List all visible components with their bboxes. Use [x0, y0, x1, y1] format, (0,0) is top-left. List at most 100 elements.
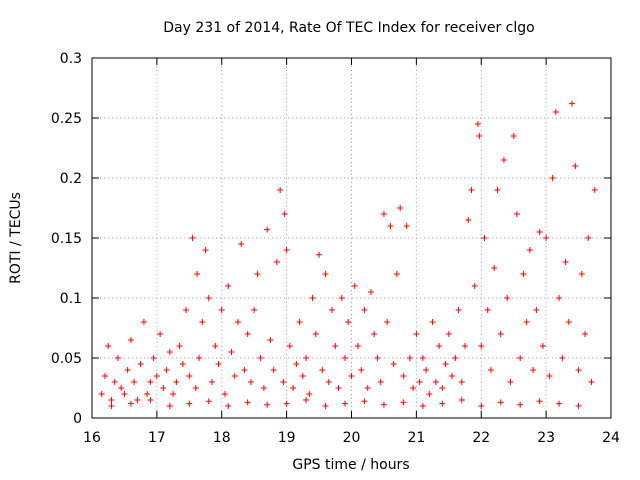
- y-axis-label: ROTI / TECUs: [8, 192, 24, 284]
- roti-point: [202, 247, 209, 253]
- roti-point: [218, 307, 225, 313]
- roti-point: [358, 367, 365, 373]
- roti-point: [114, 355, 121, 361]
- roti-point: [160, 385, 167, 391]
- roti-point: [264, 226, 271, 233]
- roti-point: [556, 400, 563, 407]
- roti-point: [332, 343, 339, 349]
- roti-point: [238, 241, 245, 247]
- roti-point: [189, 235, 196, 241]
- roti-point: [186, 400, 193, 407]
- roti-point: [244, 331, 251, 337]
- roti-point: [205, 295, 212, 301]
- roti-point: [215, 361, 222, 367]
- roti-point: [192, 385, 199, 391]
- y-tick-label: 0.2: [60, 171, 82, 187]
- roti-point: [478, 403, 485, 409]
- roti-point: [572, 163, 579, 169]
- roti-point: [481, 235, 488, 241]
- roti-point: [179, 361, 186, 367]
- roti-point: [234, 319, 241, 325]
- roti-point: [539, 343, 546, 349]
- x-tick-label: 17: [148, 430, 166, 446]
- roti-point: [267, 337, 274, 343]
- x-tick-label: 21: [407, 430, 425, 446]
- roti-point: [283, 400, 290, 407]
- roti-point: [419, 403, 426, 409]
- roti-point: [101, 373, 108, 379]
- roti-point: [153, 373, 160, 379]
- roti-point: [582, 331, 589, 337]
- roti-point: [173, 379, 180, 385]
- roti-point: [147, 379, 154, 385]
- roti-point: [526, 247, 533, 253]
- roti-point: [517, 355, 524, 361]
- roti-point: [406, 355, 413, 361]
- y-axis-tick-labels: 0 0.05 0.1 0.15 0.2 0.25 0.3: [51, 51, 82, 427]
- roti-point: [157, 331, 164, 337]
- roti-point: [312, 331, 319, 337]
- roti-point: [364, 385, 371, 391]
- y-tick-label: 0.3: [60, 51, 82, 67]
- roti-point: [513, 211, 520, 217]
- roti-point: [497, 399, 504, 406]
- roti-point: [338, 295, 345, 301]
- roti-point: [134, 397, 141, 403]
- roti-point: [176, 343, 183, 349]
- roti-point: [487, 367, 494, 373]
- roti-point: [569, 100, 576, 107]
- roti-point: [410, 385, 417, 391]
- roti-point: [380, 401, 387, 408]
- roti-point: [277, 187, 284, 193]
- roti-point: [390, 361, 397, 367]
- roti-point: [403, 223, 410, 229]
- roti-point: [552, 109, 559, 115]
- roti-point: [565, 319, 572, 325]
- roti-point: [348, 373, 355, 379]
- y-tick-label: 0.1: [60, 291, 82, 307]
- data-points: [98, 100, 598, 409]
- roti-point: [108, 403, 115, 409]
- roti-point: [432, 379, 439, 385]
- roti-point: [296, 319, 303, 325]
- roti-point: [455, 307, 462, 313]
- roti-point: [228, 349, 235, 355]
- roti-point: [429, 319, 436, 325]
- roti-point: [257, 355, 264, 361]
- roti-point: [439, 385, 446, 391]
- roti-point: [361, 307, 368, 313]
- roti-point: [309, 295, 316, 301]
- roti-point: [530, 367, 537, 373]
- roti-point: [329, 307, 336, 313]
- roti-point: [556, 295, 563, 301]
- roti-point: [264, 401, 271, 408]
- roti-point: [335, 385, 342, 391]
- roti-point: [491, 265, 498, 271]
- x-axis-label: GPS time / hours: [292, 457, 409, 473]
- roti-point: [416, 379, 423, 385]
- roti-point: [322, 403, 329, 409]
- roti-point: [186, 373, 193, 379]
- roti-point: [124, 367, 131, 373]
- roti-point: [504, 295, 511, 301]
- y-tick-label: 0.05: [51, 351, 82, 367]
- x-tick-label: 22: [472, 430, 490, 446]
- roti-point: [468, 187, 475, 193]
- roti-point: [458, 379, 465, 385]
- roti-point: [436, 343, 443, 349]
- x-tick-label: 24: [602, 430, 620, 446]
- roti-point: [591, 187, 598, 193]
- roti-point: [393, 271, 400, 277]
- roti-point: [147, 397, 154, 403]
- roti-point: [270, 367, 277, 373]
- roti-point: [280, 379, 287, 385]
- roti-point: [500, 157, 507, 163]
- roti-point: [108, 397, 115, 403]
- roti-point: [400, 399, 407, 406]
- roti-point: [342, 355, 349, 361]
- roti-point: [400, 373, 407, 379]
- roti-point: [471, 283, 478, 289]
- roti-point: [140, 319, 147, 325]
- roti-point: [137, 361, 144, 367]
